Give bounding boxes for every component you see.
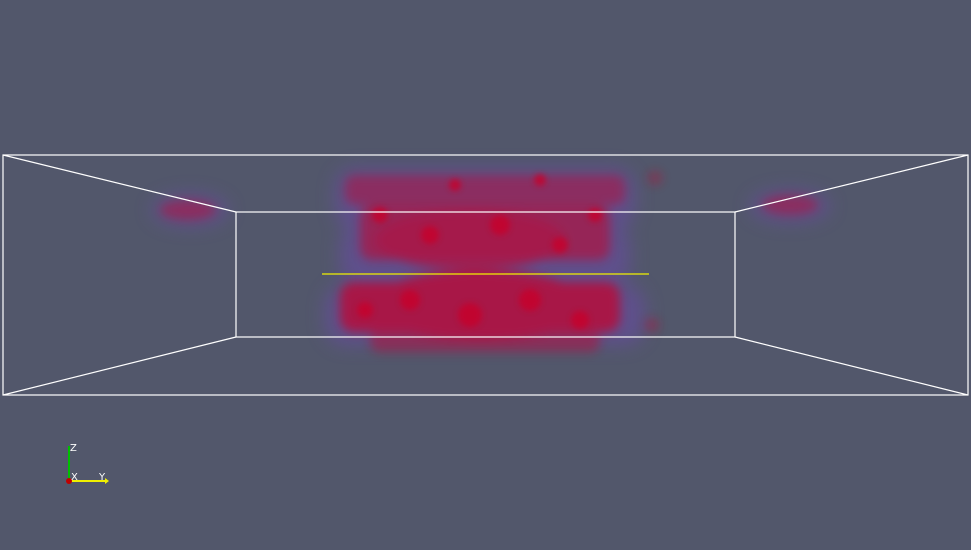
y-axis-label: Y <box>98 472 106 483</box>
outline-front-face <box>2 154 969 396</box>
x-axis-icon <box>66 478 72 484</box>
volume-speckles <box>357 174 602 329</box>
outline-box <box>2 154 969 396</box>
y-axis-arrow-icon <box>105 478 109 484</box>
outline-edge-bottom-right <box>734 336 969 396</box>
volume-core <box>160 171 818 352</box>
outline-back-face <box>235 211 736 338</box>
orientation-axes: Z X Y <box>66 443 109 484</box>
volume-rendering <box>152 168 830 352</box>
x-axis-label: X <box>71 472 78 483</box>
outline-edge-top-right <box>734 154 969 213</box>
outline-edge-top-left <box>2 154 237 213</box>
outline-edge-bottom-left <box>2 336 237 396</box>
z-axis-label: Z <box>70 443 77 454</box>
